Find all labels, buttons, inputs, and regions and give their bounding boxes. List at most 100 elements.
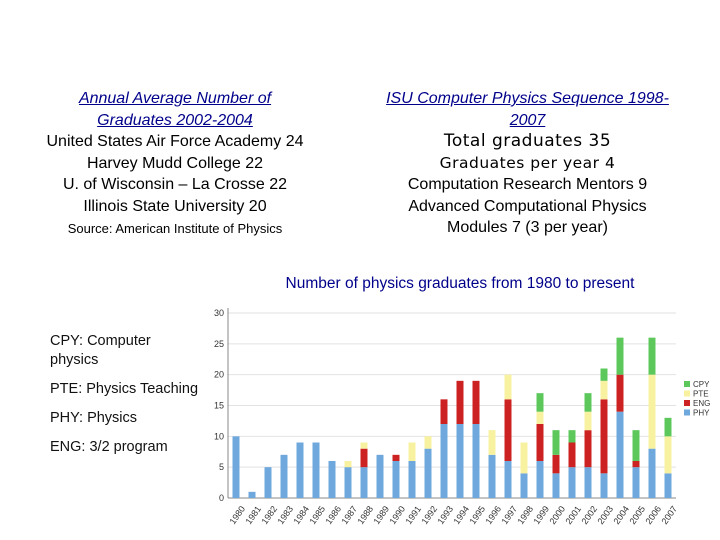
chart-title: Number of physics graduates from 1980 to… [285,275,635,292]
x-tick-label: 1991 [403,504,423,526]
bar-eng-1990 [392,454,400,461]
x-tick-label: 1980 [227,504,247,526]
legend-swatch-eng [684,400,690,406]
x-tick-label: 1982 [259,504,279,526]
legend-label-cpy: CPY [693,380,710,389]
bar-pte-2002 [584,411,592,431]
bar-phy-1982 [264,467,272,498]
bar-phy-1993 [440,424,448,498]
x-tick-label: 2006 [643,504,663,526]
bar-phy-1999 [536,461,544,498]
graduates-per-year: Graduates per year 4 [439,153,616,172]
right-panel: ISU Computer Physics Sequence 1998- 2007… [345,88,710,239]
bar-cpy-2000 [552,430,560,455]
legend-swatch-pte [684,390,690,397]
x-tick-label: 1996 [483,504,503,526]
bar-phy-2004 [616,411,624,498]
right-title-line-2: 2007 [509,111,546,129]
bar-phy-2000 [552,473,560,498]
bar-phy-1981 [248,491,256,498]
total-graduates: Total graduates 35 [443,131,612,151]
bar-phy-2001 [568,467,576,498]
bar-pte-2006 [648,374,656,449]
bar-pte-1988 [360,442,368,449]
x-tick-label: 1981 [243,504,263,526]
label-phy: PHY: Physics [50,410,138,426]
bar-pte-1997 [504,374,512,400]
bar-phy-1980 [232,436,240,498]
x-tick-label: 1993 [435,504,455,526]
x-tick-label: 1988 [355,504,375,526]
bar-eng-2005 [632,461,640,468]
bar-phy-1996 [488,454,496,498]
bar-pte-1992 [424,436,432,449]
x-tick-label: 1990 [387,504,407,526]
x-tick-label: 2000 [547,504,567,526]
bar-eng-2004 [616,374,624,412]
research-mentors: Computation Research Mentors 9 [407,176,648,193]
x-tick-label: 1998 [515,504,535,526]
bar-phy-2006 [648,448,656,498]
x-tick-label: 1987 [339,504,359,526]
bar-phy-1991 [408,461,416,498]
bar-cpy-2007 [664,417,672,437]
right-title-line-1: ISU Computer Physics Sequence 1998- [386,90,669,107]
bar-cpy-2003 [600,368,608,381]
bar-eng-1988 [360,448,368,468]
series-description-list: CPY: Computer physics PTE: Physics Teach… [50,332,200,467]
bar-eng-2001 [568,442,576,468]
bar-cpy-2005 [632,430,640,461]
modules-line-2: Modules 7 (3 per year) [447,219,608,236]
bar-cpy-2001 [568,430,576,443]
x-tick-label: 1992 [419,504,439,526]
bar-cpy-2002 [584,393,592,412]
label-pte: PTE: Physics Teaching [50,381,199,397]
x-tick-label: 2004 [611,504,631,526]
label-eng: ENG: 3/2 program [50,439,168,455]
bar-phy-1985 [312,442,320,498]
bar-phy-2003 [600,473,608,498]
x-tick-label: 2001 [563,504,583,526]
bar-cpy-2006 [648,337,656,375]
bar-phy-1988 [360,467,368,498]
legend-swatch-cpy [684,381,690,387]
y-tick-label: 10 [214,431,224,441]
bar-phy-1990 [392,461,400,498]
bar-cpy-2004 [616,337,624,375]
y-tick-label: 5 [219,462,224,472]
label-cpy: CPY: Computer physics [50,333,151,368]
bar-eng-1993 [440,399,448,424]
x-tick-label: 2005 [627,504,647,526]
bar-eng-2002 [584,430,592,468]
bar-eng-2003 [600,399,608,474]
bar-phy-1987 [344,467,352,498]
bar-eng-1994 [456,380,464,424]
x-tick-label: 1986 [323,504,343,526]
bar-phy-1986 [328,461,336,498]
x-tick-label: 1984 [291,504,311,526]
y-tick-label: 25 [214,339,224,349]
bar-cpy-1999 [536,393,544,412]
stat-illinois-state: Illinois State University 20 [83,197,267,215]
bar-pte-1998 [520,442,528,474]
left-panel: Annual Average Number of Graduates 2002-… [10,88,340,239]
bar-phy-1995 [472,424,480,498]
bar-phy-1992 [424,448,432,498]
source-note: Source: American Institute of Physics [67,221,283,236]
x-tick-label: 2003 [595,504,615,526]
bar-phy-1984 [296,442,304,498]
bar-eng-2000 [552,454,560,474]
x-tick-label: 1989 [371,504,391,526]
stat-harvey-mudd: Harvey Mudd College 22 [86,154,264,172]
bar-phy-1989 [376,454,384,498]
bar-pte-1987 [344,461,352,468]
bar-eng-1995 [472,380,480,424]
bar-phy-1983 [280,454,288,498]
left-title-line-2: Graduates 2002-2004 [97,111,253,129]
legend-label-phy: PHY [693,409,710,418]
bar-phy-2005 [632,467,640,498]
x-tick-label: 1983 [275,504,295,526]
stat-wisconsin: U. of Wisconsin – La Crosse 22 [62,176,288,193]
bar-eng-1999 [536,424,544,461]
bar-pte-1996 [488,430,496,455]
